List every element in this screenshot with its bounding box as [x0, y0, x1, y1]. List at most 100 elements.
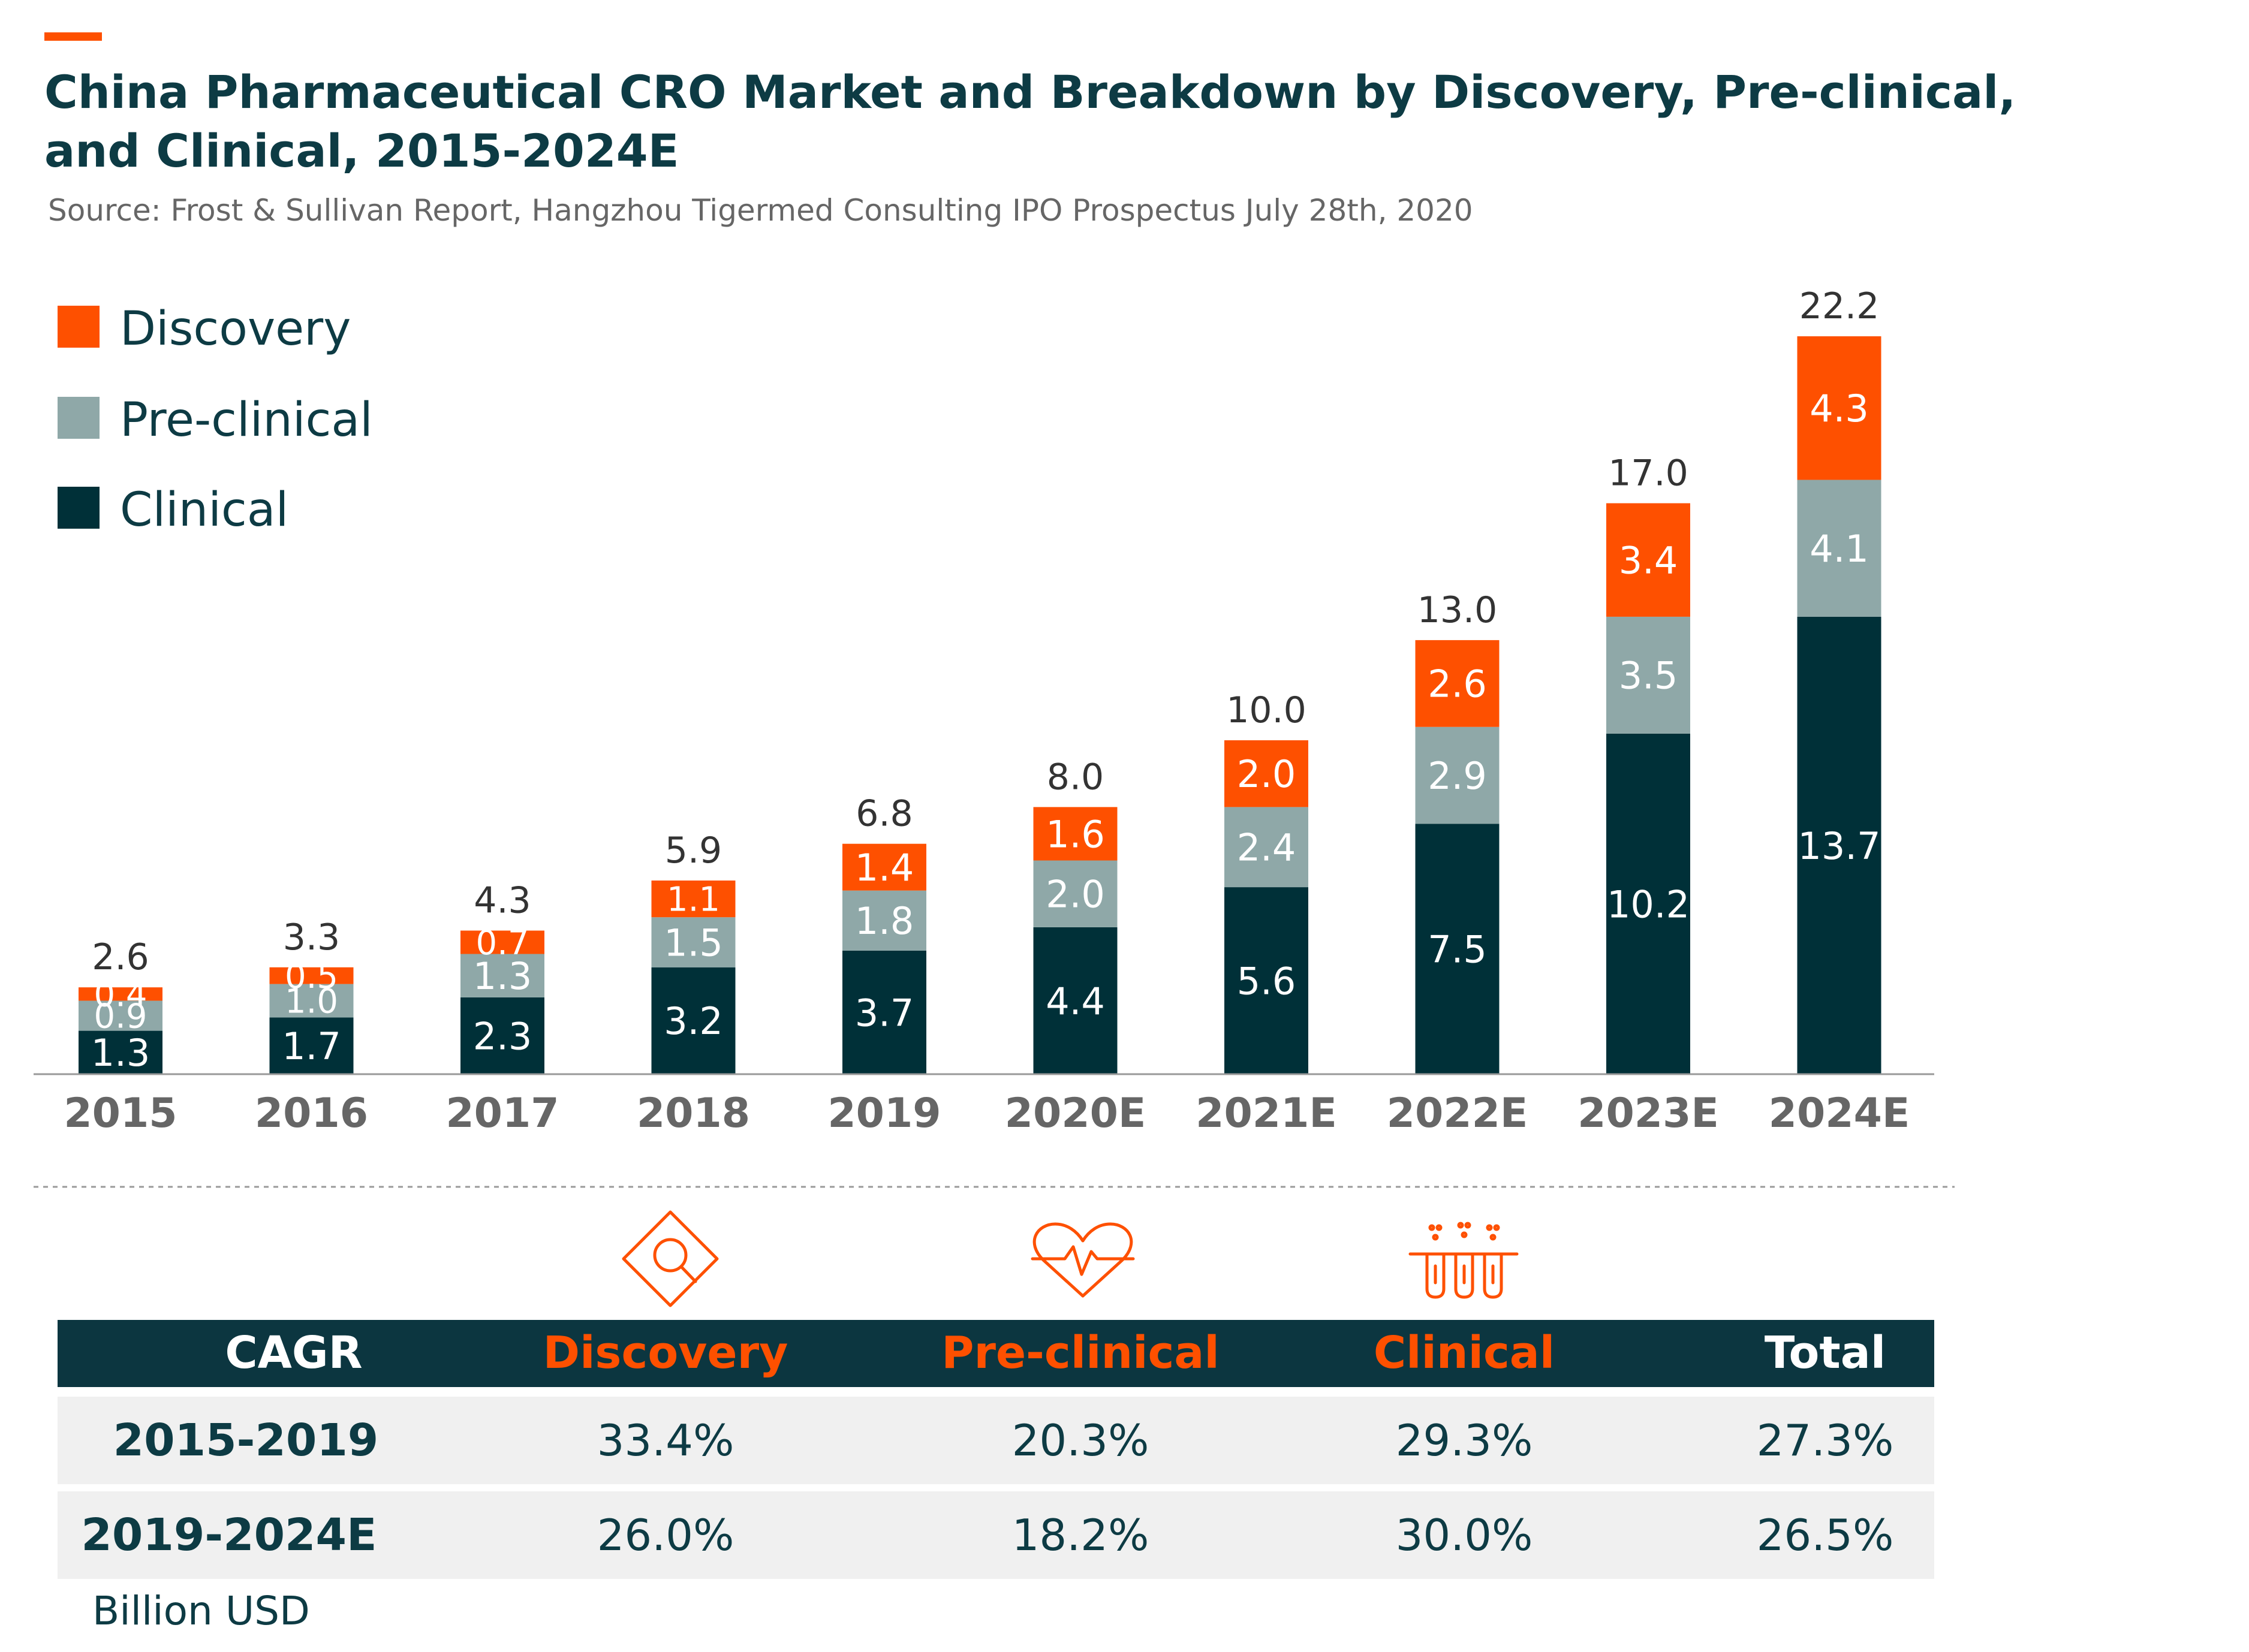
data-label-clinical-2017: 2.3 — [473, 1014, 532, 1058]
bar-discovery-2018 — [651, 880, 736, 918]
bar-clinical-2020E — [1033, 927, 1118, 1074]
bar-discovery-2023E — [1606, 503, 1690, 617]
data-label-pre-clinical-2019: 1.8 — [855, 899, 914, 943]
x-tick-label-2024E: 2024E — [1769, 1090, 1910, 1137]
bar-discovery-2022E — [1415, 640, 1500, 727]
data-label-clinical-2020E: 4.4 — [1046, 979, 1105, 1023]
data-label-pre-clinical-2024E: 4.1 — [1810, 527, 1869, 571]
bar-pre-clinical-2018 — [651, 917, 736, 967]
data-label-pre-clinical-2018: 1.5 — [664, 921, 723, 964]
data-label-pre-clinical-2015: 0.9 — [94, 997, 147, 1036]
data-label-pre-clinical-2016: 1.0 — [285, 982, 338, 1021]
bar-pre-clinical-2020E — [1033, 860, 1118, 927]
data-label-clinical-2015: 1.3 — [91, 1031, 150, 1075]
table-row-2-period: 2019-2024E — [81, 1509, 377, 1561]
data-label-clinical-2016: 1.7 — [282, 1024, 341, 1068]
x-tick-label-2022E: 2022E — [1387, 1090, 1528, 1137]
total-label-2018: 5.9 — [665, 830, 722, 872]
total-label-2019: 6.8 — [856, 793, 913, 835]
data-label-pre-clinical-2022E: 2.9 — [1428, 754, 1487, 798]
bar-pre-clinical-2021E — [1224, 807, 1308, 888]
data-label-clinical-2024E: 13.7 — [1798, 824, 1880, 868]
bar-clinical-2016 — [269, 1017, 354, 1074]
data-label-clinical-2018: 3.2 — [664, 999, 723, 1043]
unit-label: Billion USD — [92, 1588, 310, 1634]
bar-plot-area: 1.30.90.42.620151.71.00.53.320162.31.30.… — [64, 285, 1910, 1137]
table-header-clinical: Clinical — [1374, 1327, 1555, 1379]
total-label-2020E: 8.0 — [1047, 756, 1104, 798]
x-tick-label-2018: 2018 — [637, 1090, 750, 1137]
x-tick-label-2019: 2019 — [827, 1090, 941, 1137]
data-label-discovery-2016: 0.5 — [285, 957, 338, 996]
x-tick-label-2016: 2016 — [255, 1090, 368, 1137]
bar-clinical-2017 — [460, 997, 544, 1074]
table-header-preclinical: Pre-clinical — [941, 1327, 1219, 1379]
discovery-magnifier-icon — [622, 1210, 719, 1307]
table-header-total: Total — [1765, 1327, 1886, 1379]
table-row-1-total: 27.3% — [1757, 1415, 1894, 1466]
legend-label-clinical: Clinical — [120, 483, 288, 537]
total-label-2022E: 13.0 — [1417, 589, 1498, 631]
chart-title-line2: and Clinical, 2015-2024E — [44, 124, 679, 177]
x-tick-label-2020E: 2020E — [1005, 1090, 1146, 1137]
legend-swatch-preclinical — [58, 397, 100, 439]
total-label-2017: 4.3 — [474, 879, 531, 921]
bar-discovery-2020E — [1033, 807, 1118, 861]
data-label-discovery-2018: 1.1 — [667, 881, 720, 920]
total-label-2024E: 22.2 — [1799, 285, 1880, 327]
legend-label-preclinical: Pre-clinical — [120, 393, 373, 447]
legend: Discovery Pre-clinical Clinical — [58, 302, 373, 537]
data-label-clinical-2023E: 10.2 — [1607, 882, 1690, 926]
table-row-1-period: 2015-2019 — [113, 1415, 379, 1466]
bar-pre-clinical-2022E — [1415, 726, 1500, 824]
clinical-test-tubes-icon — [1408, 1222, 1519, 1299]
total-label-2021E: 10.0 — [1226, 689, 1306, 731]
cagr-table: CAGR Discovery Pre-clinical Clinical Tot… — [58, 1320, 1934, 1579]
x-tick-label-2023E: 2023E — [1577, 1090, 1719, 1137]
x-tick-label-2017: 2017 — [445, 1090, 559, 1137]
bar-discovery-2016 — [269, 967, 354, 984]
bar-discovery-2015 — [79, 987, 162, 1001]
table-row-2-discovery: 26.0% — [597, 1510, 734, 1560]
table-row-1-preclinical: 20.3% — [1012, 1415, 1149, 1466]
bar-pre-clinical-2024E — [1797, 480, 1881, 617]
table-header-discovery: Discovery — [543, 1327, 788, 1379]
legend-label-discovery: Discovery — [120, 302, 351, 356]
source-note: Source: Frost & Sullivan Report, Hangzho… — [48, 193, 1473, 228]
x-tick-label-2015: 2015 — [64, 1090, 177, 1137]
table-row-2-total: 26.5% — [1757, 1510, 1894, 1560]
bar-clinical-2021E — [1224, 887, 1308, 1074]
bar-pre-clinical-2019 — [842, 890, 926, 951]
data-label-pre-clinical-2017: 1.3 — [473, 954, 532, 998]
bar-clinical-2019 — [842, 950, 926, 1074]
table-row-2-clinical: 30.0% — [1396, 1510, 1533, 1560]
data-label-pre-clinical-2020E: 2.0 — [1046, 873, 1105, 917]
data-label-discovery-2020E: 1.6 — [1046, 812, 1105, 856]
total-label-2023E: 17.0 — [1608, 453, 1688, 495]
bar-clinical-2024E — [1797, 616, 1881, 1074]
data-label-pre-clinical-2021E: 2.4 — [1237, 826, 1296, 870]
x-tick-label-2021E: 2021E — [1196, 1090, 1337, 1137]
bar-pre-clinical-2016 — [269, 984, 354, 1018]
table-row-1-clinical: 29.3% — [1396, 1415, 1533, 1466]
data-label-pre-clinical-2023E: 3.5 — [1619, 654, 1678, 698]
data-label-clinical-2019: 3.7 — [855, 991, 914, 1035]
bar-pre-clinical-2015 — [79, 1000, 162, 1031]
bar-clinical-2018 — [651, 967, 736, 1074]
data-label-discovery-2024E: 4.3 — [1810, 387, 1869, 430]
total-label-2015: 2.6 — [92, 936, 149, 978]
bar-clinical-2022E — [1415, 824, 1500, 1074]
data-label-discovery-2017: 0.7 — [475, 924, 529, 963]
bar-pre-clinical-2017 — [460, 954, 544, 997]
bar-discovery-2019 — [842, 843, 926, 891]
bar-clinical-2015 — [79, 1030, 162, 1074]
legend-swatch-clinical — [58, 487, 100, 529]
bar-discovery-2021E — [1224, 740, 1308, 807]
table-row-1-discovery: 33.4% — [597, 1415, 734, 1466]
table-header-cagr: CAGR — [225, 1327, 362, 1379]
data-label-discovery-2019: 1.4 — [855, 846, 914, 890]
data-label-discovery-2023E: 3.4 — [1619, 539, 1678, 583]
bar-clinical-2023E — [1606, 733, 1690, 1074]
data-label-discovery-2022E: 2.6 — [1428, 662, 1487, 706]
